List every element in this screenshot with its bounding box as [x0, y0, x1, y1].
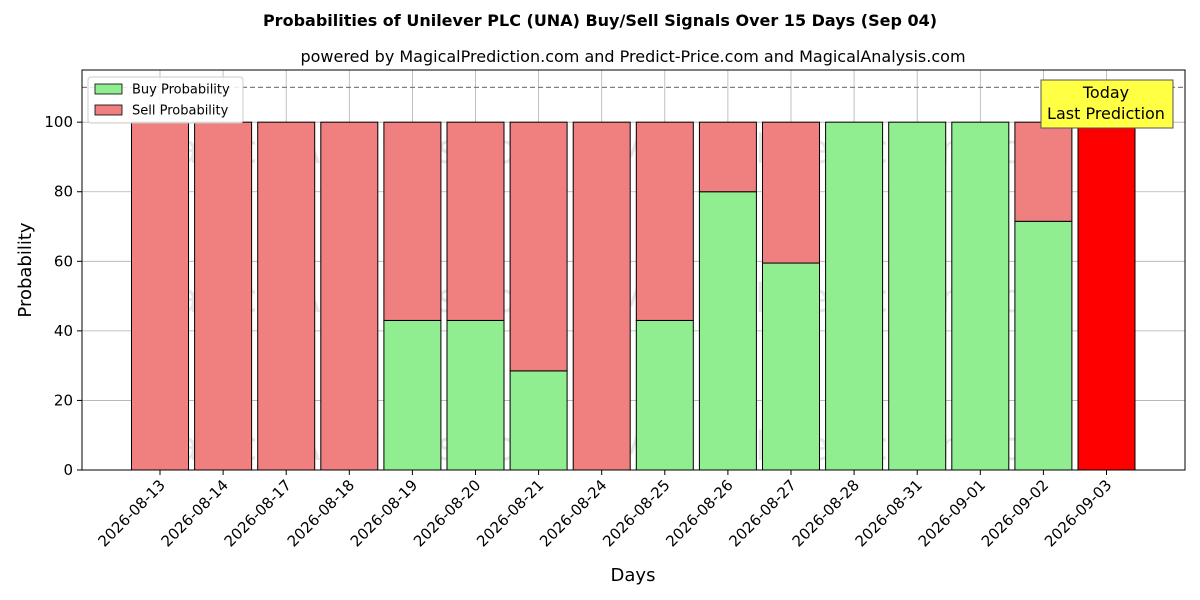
bar-buy-2026-08-25: [635, 319, 694, 471]
legend-label-sell: Sell Probability: [132, 104, 229, 119]
today-annotation: Today Last Prediction: [1040, 79, 1174, 129]
x-tick-label: 2026-08-27: [725, 476, 799, 550]
chart-title: Probabilities of Unilever PLC (UNA) Buy/…: [263, 11, 937, 30]
x-tick-label: 2026-09-02: [978, 476, 1052, 550]
bar-buy-2026-08-20: [446, 319, 505, 471]
bar-buy-2026-08-28: [825, 121, 884, 471]
bar-sell-2026-08-26: [698, 121, 757, 193]
bar-buy-2026-08-21: [509, 370, 568, 471]
x-tick-label: 2026-08-20: [410, 476, 484, 550]
x-axis-ticks: 2026-08-132026-08-142026-08-172026-08-18…: [94, 470, 1115, 550]
x-axis-label: Days: [611, 565, 656, 586]
x-tick-label: 2026-08-31: [852, 476, 926, 550]
y-axis-ticks: 0 20 40 60 80 100: [44, 113, 82, 479]
bar-buy-2026-09-02: [1014, 220, 1073, 471]
legend-swatch-buy: [94, 83, 123, 95]
chart-subtitle: powered by MagicalPrediction.com and Pre…: [300, 47, 965, 66]
x-tick-label: 2026-08-21: [473, 476, 547, 550]
x-tick-label: 2026-08-19: [347, 476, 421, 550]
legend: Buy Probability Sell Probability: [87, 76, 244, 124]
bar-sell-2026-09-03: [1077, 121, 1136, 471]
x-tick-label: 2026-09-03: [1041, 476, 1115, 550]
annotation-line-1: Today: [1082, 83, 1129, 102]
bar-buy-2026-09-01: [951, 121, 1010, 471]
x-tick-label: 2026-08-25: [599, 476, 673, 550]
x-tick-label: 2026-08-26: [662, 476, 736, 550]
bar-sell-2026-08-21: [509, 121, 568, 372]
bar-buy-2026-08-26: [698, 191, 757, 471]
y-tick-label: 100: [44, 113, 73, 131]
y-tick-label: 80: [54, 183, 73, 201]
bar-sell-2026-08-18: [320, 121, 379, 471]
bar-sell-2026-08-20: [446, 121, 505, 321]
x-tick-label: 2026-09-01: [915, 476, 989, 550]
y-axis-label: Probability: [15, 222, 36, 317]
legend-swatch-sell: [94, 104, 123, 116]
bar-sell-2026-08-27: [762, 121, 820, 264]
y-tick-label: 20: [54, 391, 73, 409]
x-tick-label: 2026-08-28: [789, 476, 863, 550]
bar-sell-2026-09-02: [1014, 121, 1073, 222]
annotation-box: [1040, 79, 1174, 129]
bar-buy-2026-08-27: [762, 262, 820, 471]
bar-sell-2026-08-25: [635, 121, 694, 321]
bar-sell-2026-08-19: [383, 121, 442, 321]
annotation-line-2: Last Prediction: [1047, 104, 1165, 123]
y-tick-label: 60: [54, 252, 73, 270]
x-tick-label: 2026-08-14: [158, 476, 232, 550]
x-tick-label: 2026-08-18: [284, 476, 358, 550]
bar-sell-2026-08-13: [131, 121, 189, 471]
bar-sell-2026-08-17: [257, 121, 316, 471]
bar-sell-2026-08-14: [194, 121, 253, 471]
legend-box: [87, 76, 244, 124]
y-tick-label: 40: [54, 322, 73, 340]
bar-sell-2026-08-24: [572, 121, 631, 471]
legend-label-buy: Buy Probability: [132, 83, 230, 98]
x-tick-label: 2026-08-24: [536, 476, 610, 550]
bar-buy-2026-08-31: [888, 121, 947, 471]
x-tick-label: 2026-08-17: [221, 476, 295, 550]
plot-frame: [81, 69, 1186, 471]
x-tick-label: 2026-08-13: [94, 476, 168, 550]
y-tick-label: 0: [63, 461, 73, 479]
bar-buy-2026-08-19: [383, 319, 442, 471]
